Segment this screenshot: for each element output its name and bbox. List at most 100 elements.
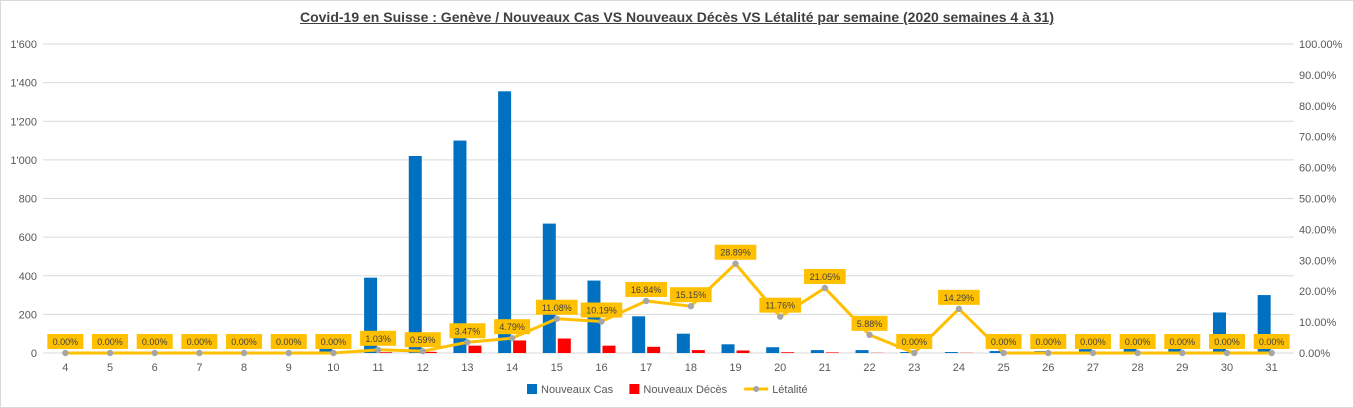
x-tick-label: 6 (152, 362, 158, 374)
letalite-marker (1268, 349, 1275, 357)
x-tick-label: 17 (640, 362, 652, 374)
bar-nouveaux-cas (319, 347, 333, 353)
data-label: 0.00% (1125, 337, 1151, 347)
x-tick-label: 31 (1266, 362, 1278, 374)
x-tick-label: 9 (286, 362, 292, 374)
x-tick-label: 18 (685, 362, 697, 374)
letalite-marker (106, 349, 114, 357)
letalite-marker (240, 349, 248, 357)
letalite-marker (911, 349, 918, 357)
data-label: 0.00% (1036, 337, 1062, 347)
bar-nouveaux-cas (453, 140, 467, 353)
letalite-marker (196, 349, 203, 357)
x-tick-label: 29 (1176, 362, 1188, 374)
bar-nouveaux-deces (781, 352, 795, 353)
letalite-marker (151, 349, 158, 357)
data-label-box (92, 334, 129, 349)
bar-nouveaux-deces (647, 346, 661, 353)
data-label-box (449, 323, 486, 339)
y-right-tick-label: 10.00% (1299, 317, 1337, 329)
data-label: 0.00% (276, 337, 302, 347)
bar-nouveaux-cas (408, 156, 422, 353)
y-right-tick-label: 100.00% (1299, 39, 1343, 51)
data-label: 11.08% (542, 303, 572, 313)
letalite-marker (374, 346, 382, 354)
data-label: 0.00% (991, 337, 1017, 347)
letalite-marker (1045, 349, 1052, 357)
x-tick-label: 15 (551, 362, 563, 374)
letalite-line (65, 261, 1272, 355)
data-label: 0.00% (231, 337, 257, 347)
data-label: 0.00% (901, 337, 927, 347)
data-label-box (47, 334, 84, 349)
y-left-tick-label: 400 (19, 271, 37, 283)
x-tick-label: 7 (196, 362, 202, 374)
data-label-box (1030, 334, 1067, 349)
data-label: 0.00% (187, 337, 213, 347)
bar-nouveaux-cas (676, 333, 690, 353)
data-label-box (270, 334, 307, 349)
letalite-marker (508, 334, 516, 342)
data-label-box (714, 244, 757, 260)
data-label-box (670, 287, 712, 303)
x-tick-label: 5 (107, 362, 113, 374)
bar-nouveaux-deces (513, 340, 527, 353)
data-label: 0.59% (410, 335, 436, 345)
y-right-tick-label: 70.00% (1299, 132, 1337, 144)
legend-label: Nouveaux Cas (541, 384, 614, 396)
data-label: 0.00% (1259, 337, 1285, 347)
letalite-marker (330, 349, 337, 357)
letalite-marker (776, 313, 784, 320)
data-label: 0.00% (1214, 337, 1240, 347)
legend-label: Létalité (772, 384, 807, 396)
legend-marker (753, 386, 760, 392)
data-label-box (1119, 334, 1156, 349)
data-label: 11.76% (765, 301, 795, 311)
y-right-tick-label: 90.00% (1299, 70, 1337, 82)
data-label-box (759, 297, 801, 313)
data-label-box (1208, 334, 1245, 349)
x-tick-label: 19 (729, 362, 741, 374)
x-tick-label: 11 (372, 362, 383, 374)
letalite-marker (464, 339, 471, 346)
bar-nouveaux-deces (557, 338, 571, 353)
data-label: 16.84% (631, 285, 662, 295)
bar-nouveaux-cas (855, 350, 869, 353)
data-label: 28.89% (720, 248, 751, 258)
bar-nouveaux-cas (900, 352, 914, 353)
bar-nouveaux-deces (602, 345, 616, 353)
data-label: 0.00% (1170, 337, 1196, 347)
x-tick-label: 16 (595, 362, 607, 374)
x-tick-label: 4 (62, 362, 68, 374)
x-tick-label: 8 (241, 362, 247, 374)
bar-nouveaux-cas (766, 347, 780, 353)
data-label: 14.29% (944, 293, 975, 303)
letalite-marker (821, 284, 829, 292)
letalite-marker (687, 302, 695, 310)
y-right-tick-label: 60.00% (1299, 163, 1337, 175)
bar-nouveaux-cas (944, 352, 958, 353)
x-tick-label: 20 (774, 362, 786, 374)
x-tick-label: 26 (1042, 362, 1054, 374)
letalite-marker (285, 349, 292, 357)
y-left-tick-label: 200 (19, 309, 37, 321)
bar-nouveaux-cas (1078, 349, 1092, 353)
data-label-box (580, 302, 623, 318)
data-label-box (536, 299, 578, 315)
data-label-box (226, 334, 263, 349)
bar-nouveaux-cas (810, 350, 824, 353)
y-left-tick-label: 600 (19, 232, 37, 244)
chart-title: Covid-19 en Suisse : Genève / Nouveaux C… (299, 9, 1055, 25)
data-label: 1.03% (365, 334, 391, 344)
data-label-box (181, 334, 218, 349)
letalite-marker (866, 331, 873, 339)
data-label-box (315, 334, 352, 349)
letalite-marker (1089, 349, 1097, 357)
bar-nouveaux-cas (721, 344, 735, 353)
y-right-tick-label: 40.00% (1299, 224, 1337, 236)
letalite-marker (642, 297, 650, 305)
x-tick-label: 21 (819, 362, 831, 374)
data-label-box (136, 334, 173, 349)
bar-nouveaux-deces (468, 345, 482, 353)
